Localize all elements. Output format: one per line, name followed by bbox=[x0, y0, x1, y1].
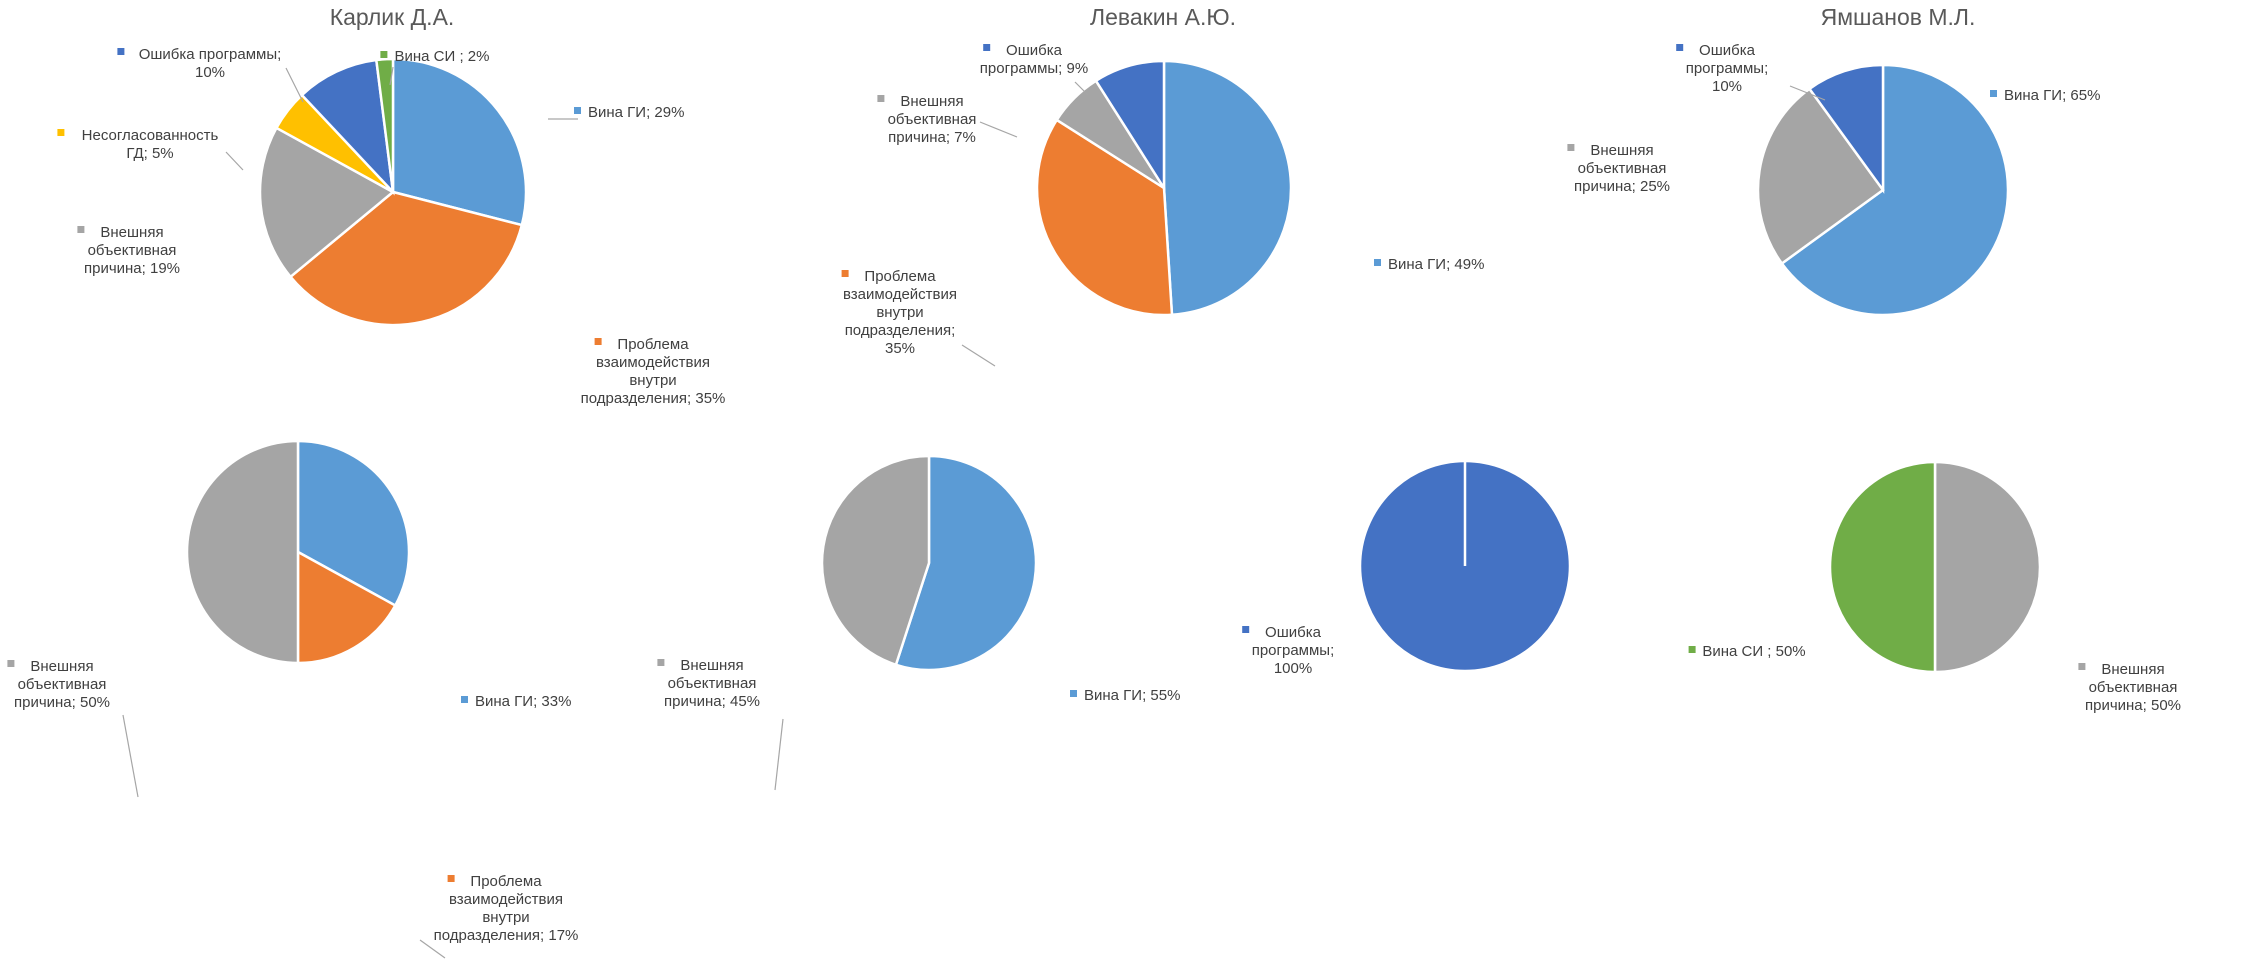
legend-marker bbox=[1070, 690, 1077, 697]
pie-slice bbox=[391, 57, 528, 227]
pie-slice bbox=[288, 190, 524, 327]
leader-line bbox=[389, 66, 394, 86]
pie-slice bbox=[820, 454, 931, 667]
pie-slice bbox=[296, 439, 411, 608]
data-label: Вина ГИ; 49% bbox=[1388, 256, 1484, 273]
legend-marker bbox=[574, 107, 581, 114]
pie-slice bbox=[1828, 460, 1937, 674]
data-label: Внешняя объективная причина; 45% bbox=[664, 657, 760, 710]
data-label: Ошибка программы; 10% bbox=[1686, 42, 1769, 95]
legend-marker bbox=[594, 338, 602, 345]
data-label: Проблема взаимодействия внутри подразделени… bbox=[843, 268, 957, 357]
pie-slice bbox=[258, 126, 396, 279]
pie-slice bbox=[1807, 63, 1885, 194]
data-label: Вина СИ ; 2% bbox=[395, 48, 490, 65]
legend-marker bbox=[1688, 646, 1696, 653]
leader-line bbox=[979, 121, 1018, 138]
data-label: Вина ГИ; 65% bbox=[2004, 87, 2100, 104]
legend-marker bbox=[1567, 144, 1575, 151]
pie-chart: Романов А.В.Вина ГИ; 33%Проблемавзаимоде… bbox=[7, 439, 579, 959]
legend-marker bbox=[447, 875, 455, 882]
data-label: Проблема взаимодействия внутри подразделени… bbox=[581, 336, 726, 407]
legend-marker bbox=[657, 659, 665, 666]
leader-line bbox=[1789, 85, 1826, 101]
legend-marker bbox=[461, 696, 468, 703]
legend-marker bbox=[57, 129, 65, 136]
data-label: Вина ГИ; 29% bbox=[588, 104, 684, 121]
pie-slice bbox=[300, 58, 395, 196]
legend-marker bbox=[1990, 90, 1997, 97]
legend-marker bbox=[117, 48, 125, 55]
legend-marker bbox=[7, 660, 15, 667]
pie-slice bbox=[1162, 59, 1293, 317]
legend-marker bbox=[877, 95, 885, 102]
data-label: Проблема взаимодействия внутри подразделени… bbox=[434, 873, 579, 944]
data-label: Вина СИ ; 50% bbox=[1702, 643, 1805, 660]
leader-line bbox=[225, 151, 244, 171]
legend-marker bbox=[983, 44, 991, 51]
pie-slice bbox=[1094, 59, 1166, 193]
legend-marker bbox=[1676, 44, 1684, 51]
data-label: Ошибка программы; 9% bbox=[980, 42, 1088, 77]
pie-chart: Ямшанов М.Л. Вина ГИ; 65% Внешняя объективн… bbox=[1567, 4, 2100, 317]
legend-marker bbox=[77, 226, 85, 233]
legend-marker bbox=[1374, 259, 1381, 266]
pie-slice bbox=[1780, 63, 2010, 317]
leader-line bbox=[774, 718, 784, 791]
pie-slice bbox=[1756, 87, 1885, 266]
data-label: Внешняя объективная причина; 25% bbox=[1574, 142, 1670, 195]
data-label: Внешняя объективная причина; 7% bbox=[888, 93, 977, 146]
chart-title: Карлик Д.А. bbox=[330, 4, 455, 30]
pie-slice bbox=[1933, 460, 2042, 674]
pie-slice bbox=[296, 549, 397, 665]
leader-line bbox=[122, 714, 139, 798]
leader-line bbox=[419, 939, 446, 959]
leader-line bbox=[285, 67, 304, 103]
legend-marker bbox=[1242, 626, 1250, 633]
leader-line bbox=[961, 344, 996, 367]
pie-slice bbox=[185, 439, 300, 665]
pie-chart: Макаров В.Ю.Вина ГИ; 55%Внешняяобъективн… bbox=[657, 454, 1180, 791]
data-label: Ошибка программы; 10% bbox=[139, 46, 282, 81]
legend-marker bbox=[841, 270, 849, 277]
data-label: Внешняя объективная причина; 50% bbox=[14, 658, 110, 711]
data-label: Внешняя объективная причина; 19% bbox=[84, 224, 180, 277]
data-label: Вина ГИ; 55% bbox=[1084, 687, 1180, 704]
leader-line bbox=[1074, 81, 1089, 96]
data-label: Вина ГИ; 33% bbox=[475, 693, 571, 710]
chart-title: Ямшанов М.Л. bbox=[1821, 4, 1976, 30]
data-label: Ошибка программы; 100% bbox=[1252, 624, 1335, 677]
pie-slice bbox=[374, 57, 395, 193]
pie-chart: Левакин А.Ю. Вина ГИ; 49% Проблема взаимоде… bbox=[841, 4, 1484, 367]
legend-marker bbox=[2078, 663, 2086, 670]
legend-marker bbox=[380, 51, 388, 58]
pie-slice bbox=[894, 454, 1038, 672]
data-label: Внешняя объективная причина; 50% bbox=[2085, 661, 2181, 714]
pie-slice bbox=[1035, 118, 1174, 317]
chart-title: Левакин А.Ю. bbox=[1090, 4, 1236, 30]
pie-chart: Карлик Д.А. Вина ГИ; 29% Проблема взаимодей… bbox=[57, 4, 725, 407]
data-label: Несогласованность ГД; 5% bbox=[82, 127, 219, 162]
